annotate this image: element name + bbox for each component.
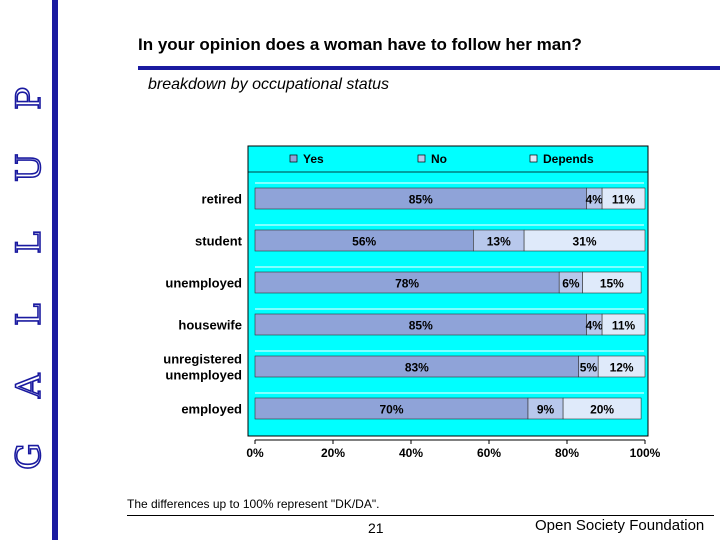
bar-depends (523, 229, 646, 252)
bar-depends (601, 187, 646, 210)
brand-letter: A (9, 373, 49, 399)
category-label: unregistered (163, 352, 242, 367)
data-label-yes: 85% (409, 319, 433, 333)
data-label-no: 6% (562, 277, 580, 291)
brand-letter: P (9, 87, 49, 110)
data-label-yes: 70% (379, 403, 403, 417)
footnote: The differences up to 100% represent "DK… (127, 497, 380, 511)
legend-label-no: No (431, 152, 447, 166)
title-rule (138, 66, 720, 70)
legend-swatch-depends (529, 154, 538, 163)
data-label-depends: 20% (590, 403, 614, 417)
brand-letter: L (9, 231, 49, 254)
bar-depends (562, 397, 642, 420)
page-title: In your opinion does a woman have to fol… (138, 35, 582, 54)
x-tick-label: 80% (555, 446, 579, 460)
brand-letter: L (9, 303, 49, 326)
data-label-no: 9% (537, 403, 555, 417)
legend-label-depends: Depends (543, 152, 594, 166)
legend-swatch-yes (289, 154, 298, 163)
organization-name: Open Society Foundation (535, 517, 705, 534)
page-subtitle: breakdown by occupational status (148, 76, 390, 93)
bar-depends (597, 355, 646, 378)
gallup-letters: G A L L U P (8, 86, 50, 470)
data-label-yes: 78% (395, 277, 419, 291)
data-label-depends: 12% (610, 361, 634, 375)
data-label-yes: 85% (409, 193, 433, 207)
data-label-no: 4% (586, 193, 604, 207)
x-tick-label: 100% (630, 446, 661, 460)
category-label: retired (202, 192, 243, 207)
category-label: student (195, 234, 243, 249)
data-label-depends: 31% (573, 235, 597, 249)
legend-label-yes: Yes (303, 152, 324, 166)
page-number: 21 (368, 520, 384, 536)
x-tick-label: 40% (399, 446, 423, 460)
brand-letter: U (9, 153, 49, 182)
category-label: employed (181, 402, 242, 417)
footer-rule (127, 515, 714, 516)
gallup-logo: G A L L U P (8, 86, 50, 470)
bar-depends (582, 271, 642, 294)
category-label: unemployed (165, 368, 242, 383)
stacked-bar-chart: Yes No Depends retired 85% 4% 11% student 56% 13%… (163, 145, 661, 460)
x-tick-label: 0% (246, 446, 264, 460)
x-tick-label: 20% (321, 446, 345, 460)
data-label-yes: 83% (405, 361, 429, 375)
data-label-depends: 11% (612, 193, 636, 207)
data-label-no: 13% (487, 235, 511, 249)
data-label-no: 4% (586, 319, 604, 333)
bar-depends (601, 313, 646, 336)
data-label-depends: 11% (612, 319, 636, 333)
category-label: housewife (178, 318, 242, 333)
data-label-no: 5% (580, 361, 598, 375)
data-label-depends: 15% (600, 277, 624, 291)
brand-letter: G (9, 443, 49, 470)
accent-bar (52, 0, 58, 540)
legend-swatch-no (417, 154, 426, 163)
category-label: unemployed (165, 276, 242, 291)
gallup-brand: G A L L U P (0, 40, 52, 480)
x-tick-label: 60% (477, 446, 501, 460)
data-label-yes: 56% (352, 235, 376, 249)
